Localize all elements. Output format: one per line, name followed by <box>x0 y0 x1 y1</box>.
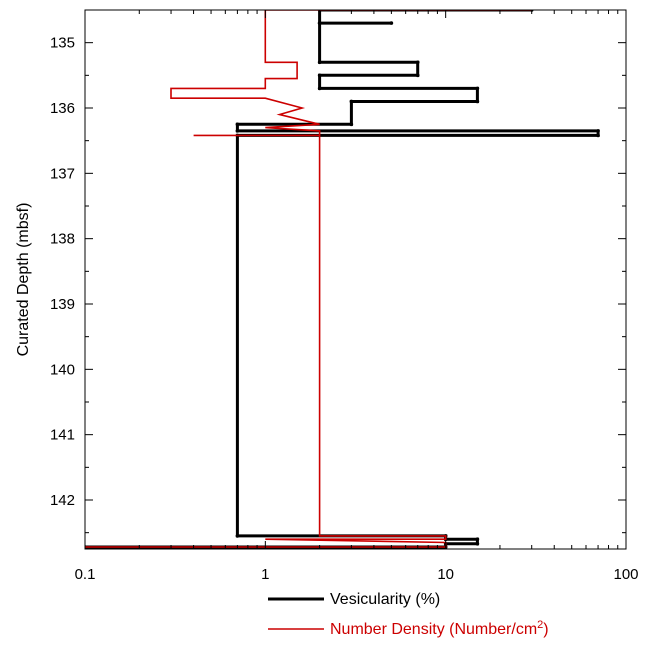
vesicularity-point <box>317 60 322 65</box>
x-tick-label: 100 <box>613 566 638 583</box>
vesicularity-point <box>317 21 322 25</box>
legend-label-number-density: Number Density (Number/cm2) <box>330 619 549 638</box>
y-tick-label: 137 <box>50 165 75 182</box>
vesicularity-point <box>389 21 394 25</box>
vesicularity-point <box>415 73 420 78</box>
y-tick-label: 135 <box>50 35 75 52</box>
vesicularity-point <box>235 122 240 127</box>
y-tick-label: 140 <box>50 361 75 378</box>
x-axis: 0.1 1 10 100 <box>75 10 639 583</box>
legend: Vesicularity (%) Number Density (Number/c… <box>268 591 549 638</box>
vesicularity-point <box>596 129 600 133</box>
vesicularity-point <box>235 129 240 133</box>
y-tick-label: 136 <box>50 100 75 117</box>
y-tick-label: 141 <box>50 427 75 444</box>
legend-label-vesicularity: Vesicularity (%) <box>330 591 440 608</box>
y-tick-label: 138 <box>50 231 75 248</box>
x-tick-label: 1 <box>261 566 269 583</box>
plot-frame <box>84 9 627 550</box>
vesicularity-point <box>475 541 480 546</box>
number-density-line <box>85 10 532 548</box>
vesicularity-point <box>475 99 480 104</box>
vesicularity-point <box>475 86 480 91</box>
vesicularity-point <box>349 99 354 104</box>
vesicularity-point <box>349 122 354 127</box>
y-tick-label: 139 <box>50 296 75 313</box>
series-group <box>85 10 600 549</box>
y-axis: 135 136 137 138 139 140 141 142 <box>50 9 626 534</box>
y-tick-label: 142 <box>50 492 75 509</box>
vesicularity-point <box>235 534 240 538</box>
vesicularity-point <box>415 60 420 65</box>
x-tick-label: 0.1 <box>75 566 96 583</box>
vesicularity-point <box>317 86 322 91</box>
y-axis-title: Curated Depth (mbsf) <box>15 203 32 357</box>
vesicularity-point <box>317 73 322 78</box>
vesicularity-line <box>85 10 600 549</box>
vesicularity-point <box>475 537 480 541</box>
vesicularity-point <box>596 133 600 138</box>
x-tick-label: 10 <box>437 566 454 583</box>
